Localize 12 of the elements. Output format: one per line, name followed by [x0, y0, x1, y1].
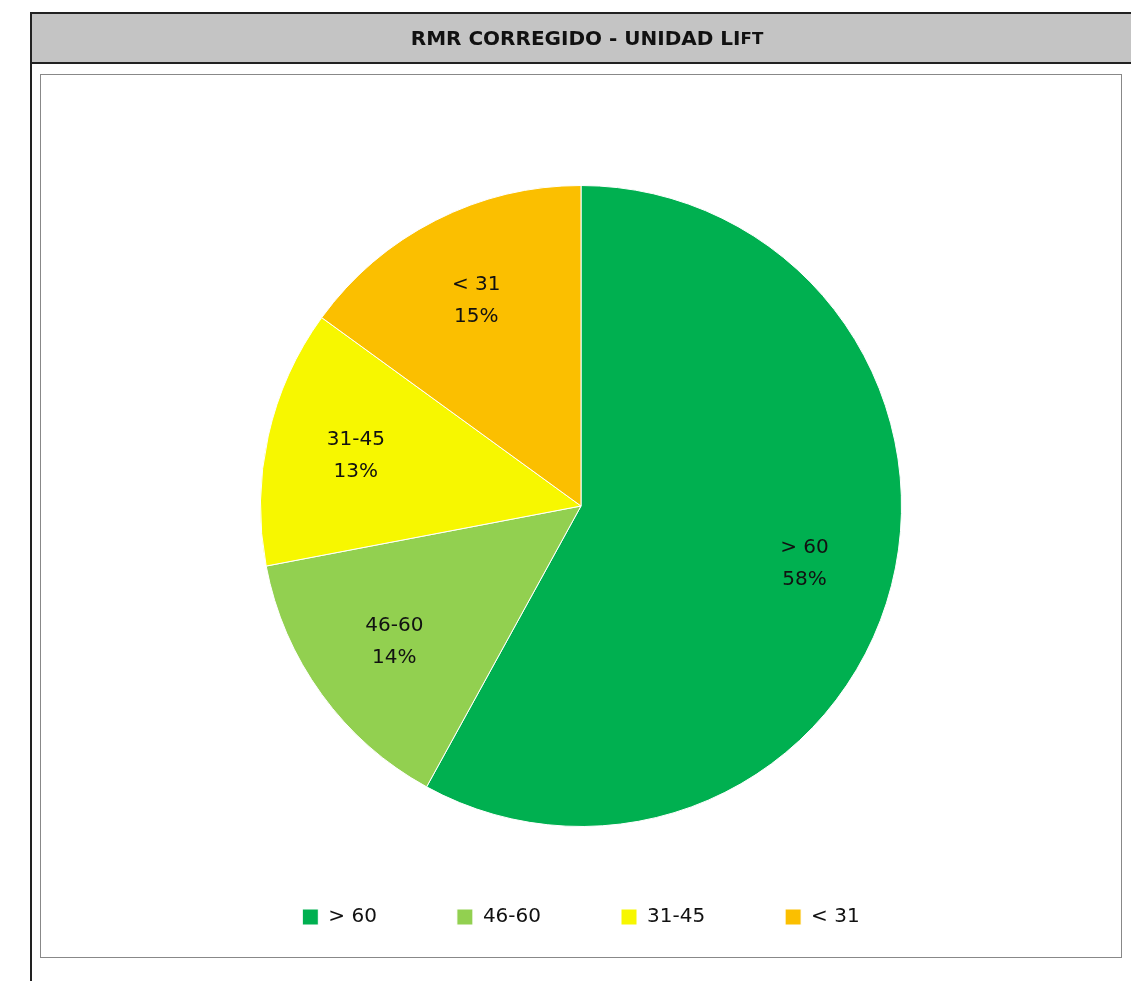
- legend-label: 46-60: [482, 903, 542, 928]
- legend-label: 31-45: [647, 903, 706, 928]
- legend-label: < 31: [811, 903, 860, 928]
- legend-label: > 60: [328, 903, 377, 928]
- data-label: 14%: [372, 643, 417, 668]
- slice-label: 31-45: [326, 425, 385, 450]
- slice-label: < 31: [451, 270, 501, 295]
- data-label: 58%: [782, 565, 827, 590]
- data-label: 15%: [454, 302, 499, 327]
- data-label: 13%: [333, 457, 379, 482]
- slice-label: > 60: [780, 533, 829, 558]
- slice-label: 46-60: [365, 611, 424, 636]
